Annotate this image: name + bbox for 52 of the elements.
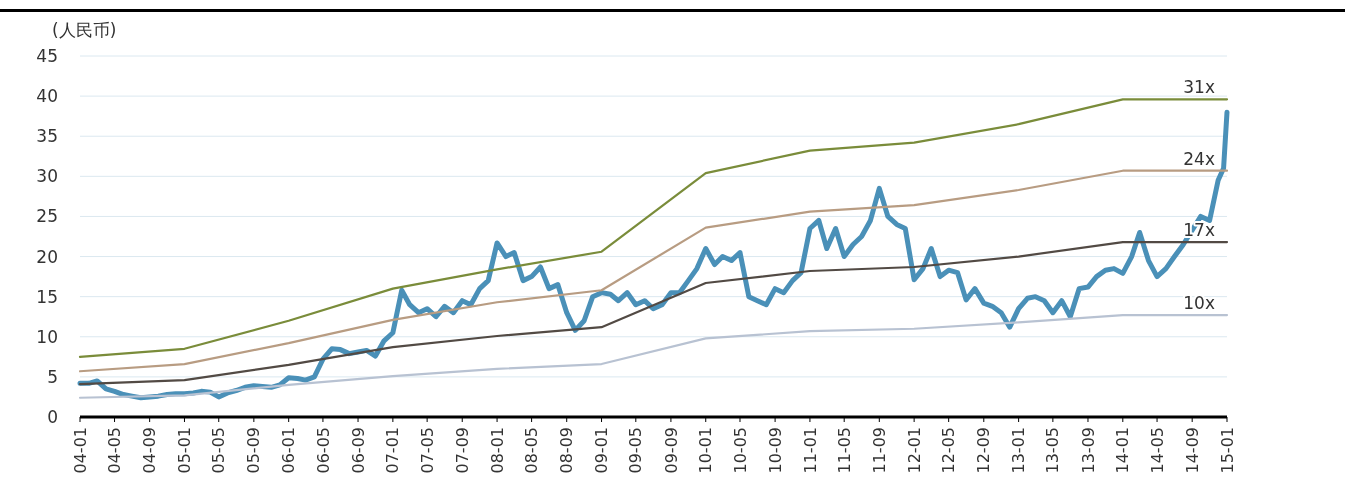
series-label: 24x <box>1183 148 1215 169</box>
x-tick-label: 11-05 <box>834 427 854 474</box>
x-tick-label: 11-01 <box>800 427 820 474</box>
x-tick-label: 04-01 <box>70 427 90 474</box>
x-tick-label: 13-01 <box>1009 427 1029 474</box>
y-axis-title: (人民币) <box>52 20 117 40</box>
x-tick-label: 09-09 <box>661 427 681 474</box>
x-tick-label: 08-09 <box>557 427 577 474</box>
x-tick-label: 05-01 <box>175 427 195 474</box>
x-tick-label: 06-05 <box>313 427 333 474</box>
x-tick-label: 06-01 <box>279 427 299 474</box>
series-label: 10x <box>1183 293 1215 314</box>
x-tick-label: 10-01 <box>696 427 716 474</box>
x-tick-label: 12-01 <box>904 427 924 474</box>
x-tick-label: 07-01 <box>383 427 403 474</box>
y-tick-label: 40 <box>36 86 58 107</box>
x-tick-label: 09-01 <box>592 427 612 474</box>
x-tick-label: 09-05 <box>626 427 646 474</box>
x-tick-label: 06-09 <box>348 427 368 474</box>
x-tick-label: 14-05 <box>1147 427 1167 474</box>
x-tick-label: 04-05 <box>105 427 125 474</box>
y-tick-label: 45 <box>36 45 58 66</box>
line-series <box>78 169 1229 373</box>
y-tick-label: 15 <box>36 286 58 307</box>
x-tick-label: 07-09 <box>452 427 472 474</box>
y-tick-label: 30 <box>36 166 58 187</box>
x-tick-label: 13-05 <box>1043 427 1063 474</box>
y-tick-label: 5 <box>47 366 58 387</box>
x-tick-label: 14-09 <box>1182 427 1202 474</box>
x-tick-label: 05-09 <box>244 427 264 474</box>
y-tick-label: 25 <box>36 206 58 227</box>
x-tick-label: 08-01 <box>487 427 507 474</box>
x-tick-label: 10-05 <box>730 427 750 474</box>
y-tick-label: 10 <box>36 326 58 347</box>
x-tick-label: 11-09 <box>869 427 889 474</box>
y-tick-label: 0 <box>47 406 58 427</box>
x-tick-label: 07-05 <box>417 427 437 474</box>
x-tick-label: 13-09 <box>1078 427 1098 474</box>
y-tick-label: 35 <box>36 126 58 147</box>
x-tick-label: 10-09 <box>765 427 785 474</box>
x-tick-label: 14-01 <box>1113 427 1133 474</box>
series-label: 31x <box>1183 77 1215 98</box>
x-tick-label: 04-09 <box>140 427 160 474</box>
x-tick-label: 08-05 <box>522 427 542 474</box>
x-tick-label: 12-09 <box>974 427 994 474</box>
x-tick-label: 12-05 <box>939 427 959 474</box>
line-series <box>78 314 1229 399</box>
y-tick-label: 20 <box>36 246 58 267</box>
line-series <box>78 241 1229 386</box>
x-tick-label: 05-05 <box>209 427 229 474</box>
line-series <box>78 98 1229 358</box>
x-tick-label: 15-01 <box>1217 427 1237 474</box>
